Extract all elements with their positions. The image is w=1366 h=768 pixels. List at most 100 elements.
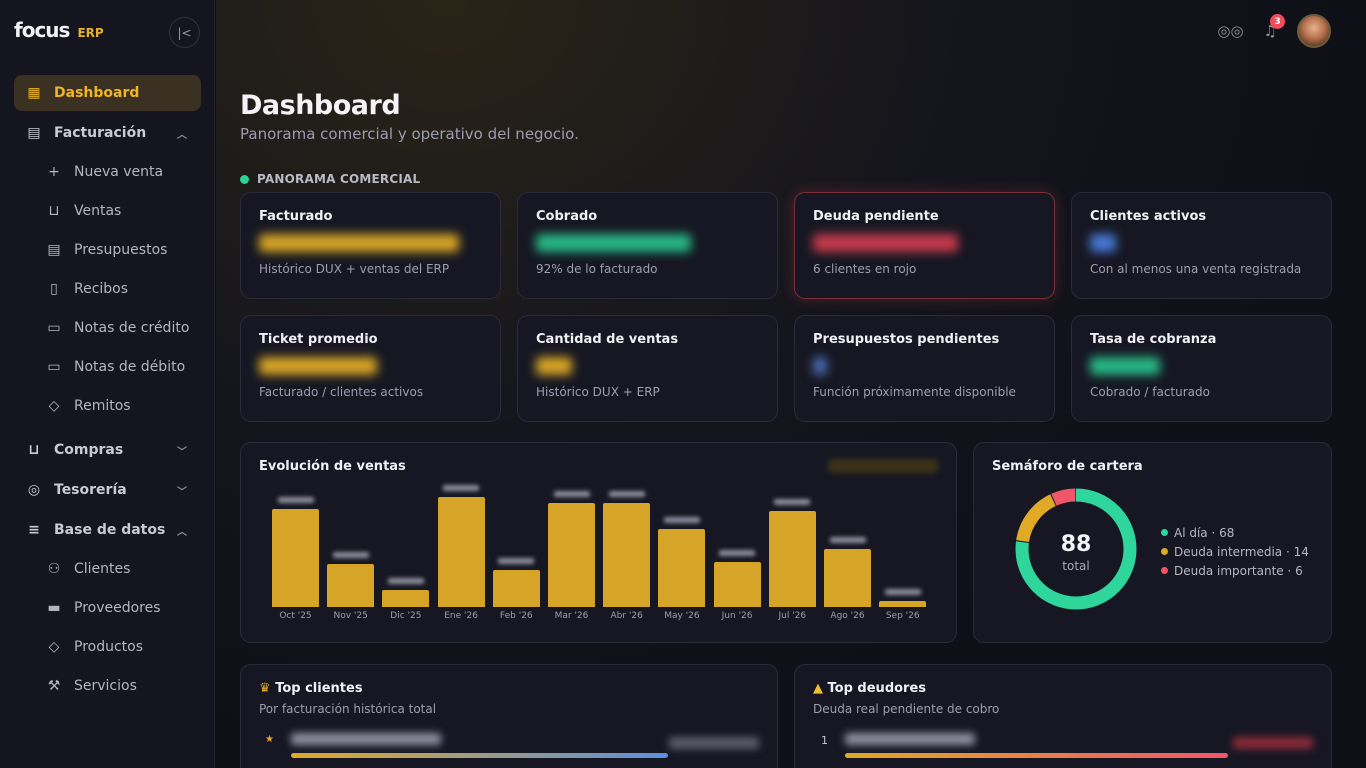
legend-dot xyxy=(1161,567,1168,574)
donut-chart: 88 total xyxy=(1015,488,1137,610)
x-tick-label: Jul '26 xyxy=(778,611,807,621)
chart-bar[interactable] xyxy=(879,601,927,607)
collapse-sidebar-button[interactable]: |< xyxy=(169,17,200,48)
sidebar-item-notas-debito[interactable]: ▭ Notas de débito xyxy=(14,349,201,385)
x-tick-label: Abr '26 xyxy=(610,611,643,621)
sidebar-item-label: Notas de débito xyxy=(74,359,186,375)
sidebar-item-nueva-venta[interactable]: + Nueva venta xyxy=(14,154,201,190)
sidebar-item-productos[interactable]: ◇ Productos xyxy=(14,629,201,665)
kpi-note: Función próximamente disponible xyxy=(813,385,1016,399)
sidebar-item-clientes[interactable]: ⚇ Clientes xyxy=(14,551,201,587)
x-tick-label: Mar '26 xyxy=(554,611,589,621)
chart-bar[interactable] xyxy=(327,564,375,607)
kpi-note: Con al menos una venta registrada xyxy=(1090,262,1302,276)
list-item[interactable]: ★ xyxy=(259,733,759,763)
bar-value-label-hidden xyxy=(498,558,535,564)
topbar-actions: ◎◎ ♫ 3 xyxy=(1217,14,1331,48)
legend-label: Deuda intermedia · 14 xyxy=(1174,544,1309,559)
file-minus-icon: ▭ xyxy=(47,320,61,336)
kpi-note: Histórico DUX + ventas del ERP xyxy=(259,262,450,276)
receipt-icon: ▯ xyxy=(50,281,58,297)
sidebar-item-ventas[interactable]: ⊔ Ventas xyxy=(14,193,201,229)
sidebar-item-remitos[interactable]: ◇ Remitos xyxy=(14,388,201,424)
kpi-value-hidden xyxy=(1090,357,1160,375)
donut-segment[interactable] xyxy=(1015,488,1137,610)
bar-value-label-hidden xyxy=(553,491,590,497)
sidebar-item-label: Notas de crédito xyxy=(74,320,190,336)
list-icon: ▤ xyxy=(47,242,61,258)
avatar[interactable] xyxy=(1297,14,1331,48)
app-logo[interactable]: focus ERP xyxy=(14,18,104,42)
chevron-down-icon: ﹀ xyxy=(177,446,187,458)
kpi-title: Cobrado xyxy=(536,209,598,224)
chart-bar[interactable] xyxy=(824,549,871,607)
chart-bar[interactable] xyxy=(492,570,540,607)
chart-bar[interactable] xyxy=(768,511,816,607)
chart-bar[interactable] xyxy=(548,503,595,607)
coin-icon: ◎ xyxy=(27,482,41,498)
sidebar-group-tesoreria[interactable]: ◎ Tesorería ﹀ xyxy=(14,472,201,508)
bar-value-label-hidden xyxy=(829,537,866,543)
kpi-value-hidden xyxy=(536,357,572,375)
warning-icon: ▲ xyxy=(813,681,823,696)
x-tick-label: Ago '26 xyxy=(830,611,865,621)
debtor-bar xyxy=(845,753,1228,758)
debtor-name-hidden xyxy=(845,733,975,745)
period-filter[interactable] xyxy=(828,459,938,473)
sidebar-group-base-datos[interactable]: ≡ Base de datos ︿ xyxy=(14,512,201,548)
cart-icon: ⊔ xyxy=(48,203,60,219)
sidebar-item-label: Clientes xyxy=(74,561,131,577)
kpi-value-hidden xyxy=(259,357,377,375)
chart-bar[interactable] xyxy=(382,590,430,607)
kpi-title: Cantidad de ventas xyxy=(536,332,679,347)
sidebar-item-servicios[interactable]: ⚒ Servicios xyxy=(14,668,201,704)
truck-icon: ▬ xyxy=(47,600,61,616)
sidebar-group-facturacion[interactable]: ▤ Facturación ︿ xyxy=(14,115,201,151)
status-dot xyxy=(240,174,249,184)
bar-value-label-hidden xyxy=(884,589,921,595)
bar-value-label-hidden xyxy=(663,517,700,523)
sidebar-group-compras[interactable]: ⊔ Compras ﹀ xyxy=(14,432,201,468)
section-label-text: PANORAMA COMERCIAL xyxy=(257,172,421,186)
sidebar-item-proveedores[interactable]: ▬ Proveedores xyxy=(14,590,201,626)
trophy-icon: ♛ xyxy=(259,681,271,696)
main-content: ◎◎ ♫ 3 Dashboard Panorama comercial y op… xyxy=(216,0,1366,768)
x-tick-label: Feb '26 xyxy=(499,611,533,621)
sidebar-item-notas-credito[interactable]: ▭ Notas de crédito xyxy=(14,310,201,346)
kpi-card-ticket: Ticket promedio Facturado / clientes act… xyxy=(240,315,501,422)
page-title: Dashboard xyxy=(240,90,401,121)
sidebar-item-label: Remitos xyxy=(74,398,131,414)
chart-bar[interactable] xyxy=(603,503,651,607)
panel-title: Semáforo de cartera xyxy=(992,459,1143,474)
top-clients-panel: ♛ Top clientes Por facturación histórica… xyxy=(240,664,778,768)
sidebar-item-dashboard[interactable]: ▦ Dashboard xyxy=(14,75,201,111)
kpi-card-clientes: Clientes activos Con al menos una venta … xyxy=(1071,192,1332,299)
users-icon: ⚇ xyxy=(47,561,61,577)
kpi-value-hidden xyxy=(1090,234,1116,252)
list-item[interactable]: 1 xyxy=(813,733,1313,763)
x-tick-label: Sep '26 xyxy=(885,611,920,621)
panel-subtitle: Deuda real pendiente de cobro xyxy=(813,702,1000,716)
x-tick-label: Dic '25 xyxy=(390,611,422,621)
client-amount-hidden xyxy=(669,737,759,749)
chart-bar[interactable] xyxy=(713,562,761,607)
kpi-value-hidden xyxy=(536,234,691,252)
sidebar-item-label: Compras xyxy=(54,442,124,458)
legend-item-intermedia: Deuda intermedia · 14 xyxy=(1161,542,1309,561)
sidebar-item-recibos[interactable]: ▯ Recibos xyxy=(14,271,201,307)
kpi-title: Clientes activos xyxy=(1090,209,1207,224)
donut-total-label: total xyxy=(1062,559,1089,573)
chart-bar[interactable] xyxy=(437,497,485,607)
hide-values-icon[interactable]: ◎◎ xyxy=(1217,22,1244,40)
chart-bar[interactable] xyxy=(272,509,319,607)
panel-title: ▲ Top deudores xyxy=(813,681,926,696)
file-plus-icon: ▭ xyxy=(47,359,61,375)
legend-label: Al día · 68 xyxy=(1174,525,1235,540)
kpi-value-hidden xyxy=(813,234,958,252)
sidebar-item-label: Ventas xyxy=(74,203,122,219)
kpi-card-deuda: Deuda pendiente 6 clientes en rojo xyxy=(794,192,1055,299)
kpi-card-tasa: Tasa de cobranza Cobrado / facturado xyxy=(1071,315,1332,422)
sidebar-item-presupuestos[interactable]: ▤ Presupuestos xyxy=(14,232,201,268)
notifications-button[interactable]: ♫ 3 xyxy=(1264,14,1285,40)
chart-bar[interactable] xyxy=(658,529,706,607)
